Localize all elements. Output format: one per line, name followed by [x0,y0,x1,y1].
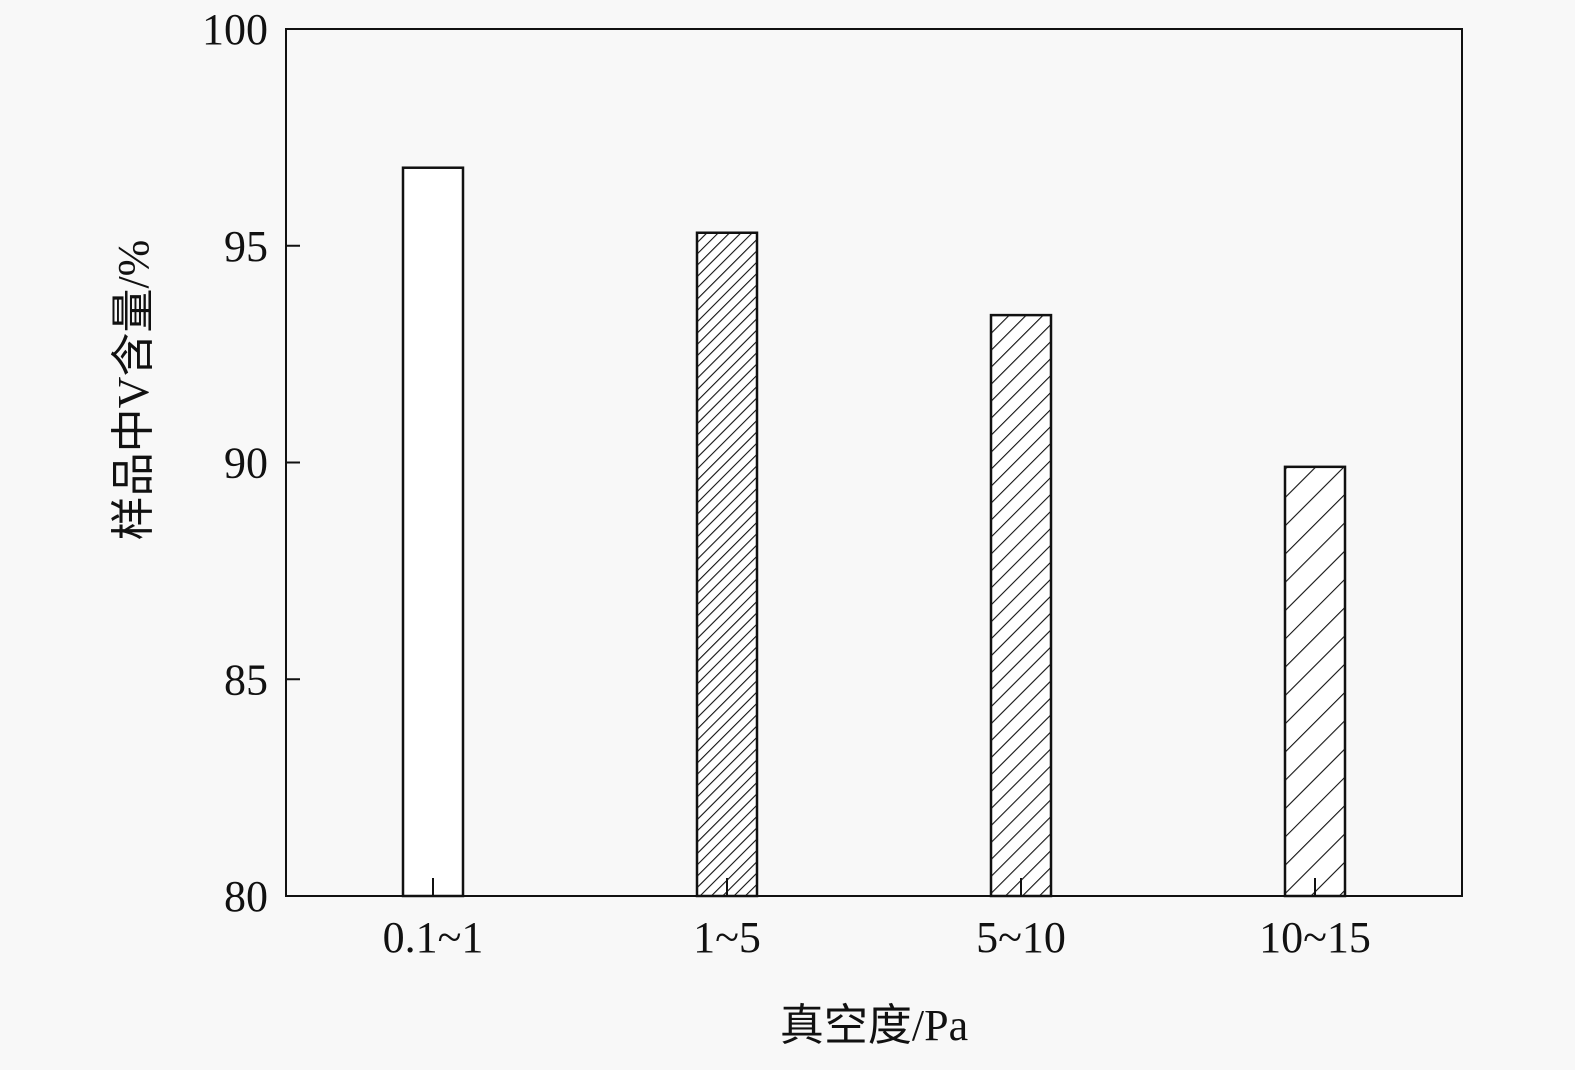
y-tick-label: 90 [224,439,268,488]
bar-1~5 [695,231,759,898]
x-axis-label: 真空度/Pa [780,1001,968,1050]
y-tick-label: 95 [224,222,268,271]
bar-5~10 [989,313,1053,898]
bar-10~15 [1283,465,1347,898]
x-tick-label: 10~15 [1259,913,1371,962]
x-tick-label: 1~5 [693,913,761,962]
bar-0.1~1 [401,166,465,898]
y-axis-label: 样品中V含量/% [109,240,158,541]
x-tick-label: 5~10 [976,913,1066,962]
y-tick-label: 85 [224,655,268,704]
y-tick-label: 80 [224,872,268,921]
y-tick-label: 100 [202,5,268,54]
x-tick-label: 0.1~1 [383,913,484,962]
